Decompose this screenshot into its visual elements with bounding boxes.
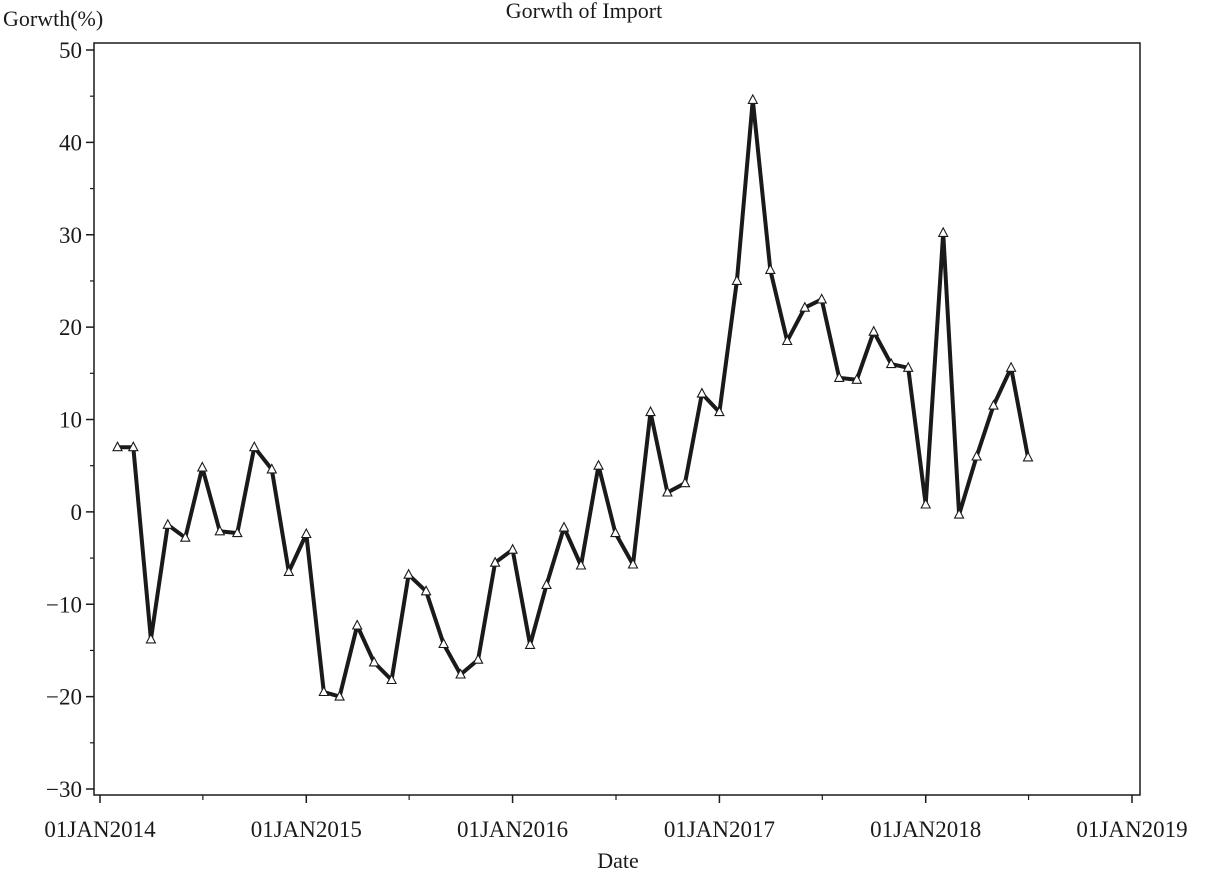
data-point xyxy=(885,357,897,369)
y-tick-label: −30 xyxy=(46,777,82,802)
data-point xyxy=(575,559,587,570)
data-point xyxy=(318,685,330,697)
data-point xyxy=(368,656,380,667)
data-point xyxy=(472,653,484,664)
data-point xyxy=(386,673,398,685)
x-tick-label: 01JAN2014 xyxy=(44,817,156,842)
y-tick-label: 30 xyxy=(59,223,82,248)
y-tick-label: −10 xyxy=(46,592,82,617)
data-point xyxy=(971,450,983,461)
y-tick-label: 20 xyxy=(59,315,82,340)
chart-title: Gorwth of Import xyxy=(506,0,662,23)
data-point xyxy=(833,371,845,382)
data-point xyxy=(902,361,914,372)
data-point xyxy=(696,387,708,398)
data-point xyxy=(627,558,639,569)
x-tick-label: 01JAN2017 xyxy=(664,817,775,842)
y-tick-label: 40 xyxy=(59,130,82,155)
data-point xyxy=(868,325,880,336)
x-axis: 01JAN2014 01JAN2015 01JAN2016 01JAN2017 01JA… xyxy=(44,795,1188,842)
data-point xyxy=(799,301,811,312)
data-point xyxy=(112,441,123,452)
data-point xyxy=(196,461,208,472)
data-point xyxy=(713,405,725,417)
data-point xyxy=(609,526,621,538)
data-point xyxy=(661,486,673,497)
y-axis-label: Gorwth(%) xyxy=(3,6,103,31)
data-point xyxy=(300,527,312,539)
x-tick-label: 01JAN2015 xyxy=(251,817,362,842)
data-point xyxy=(162,518,174,529)
data-point xyxy=(266,463,278,474)
data-point xyxy=(816,293,828,304)
data-point xyxy=(127,441,139,452)
data-point xyxy=(507,543,519,554)
data-point xyxy=(248,441,260,452)
x-tick-label: 01JAN2016 xyxy=(457,817,568,842)
data-point xyxy=(1022,451,1034,462)
plot-frame xyxy=(93,42,1141,796)
data-point xyxy=(334,690,346,701)
data-point xyxy=(214,525,226,536)
data-point xyxy=(283,565,295,576)
data-point xyxy=(679,477,691,488)
y-tick-label: 0 xyxy=(71,500,83,525)
data-point xyxy=(593,459,604,470)
data-point xyxy=(420,585,432,596)
x-tick-label: 01JAN2018 xyxy=(870,817,981,842)
data-point xyxy=(455,668,467,679)
data-point xyxy=(524,638,536,649)
data-point xyxy=(489,556,501,567)
data-point xyxy=(558,521,570,532)
data-point xyxy=(403,568,415,579)
data-point xyxy=(1005,361,1017,372)
series-layer xyxy=(112,93,1034,701)
x-tick-label: 01JAN2019 xyxy=(1076,817,1187,842)
data-point xyxy=(438,637,450,649)
data-point xyxy=(145,633,157,644)
data-point xyxy=(937,226,949,237)
data-point xyxy=(747,93,759,104)
data-point xyxy=(953,508,965,519)
data-point xyxy=(781,334,793,346)
data-point xyxy=(851,373,863,384)
series-line xyxy=(117,97,1030,699)
y-tick-label: 50 xyxy=(59,38,82,63)
y-tick-label: −20 xyxy=(46,685,82,710)
x-axis-label: Date xyxy=(597,848,639,873)
data-point xyxy=(764,263,776,274)
data-point xyxy=(988,399,999,410)
data-point xyxy=(645,405,656,417)
y-tick-label: 10 xyxy=(59,408,82,433)
data-point xyxy=(541,578,552,589)
data-point xyxy=(231,526,243,538)
y-axis: −30 −20 −10 0 10 20 30 40 50 xyxy=(46,38,94,802)
data-point xyxy=(179,531,191,542)
data-point xyxy=(731,274,743,285)
data-point xyxy=(351,619,363,630)
data-point xyxy=(920,498,932,509)
